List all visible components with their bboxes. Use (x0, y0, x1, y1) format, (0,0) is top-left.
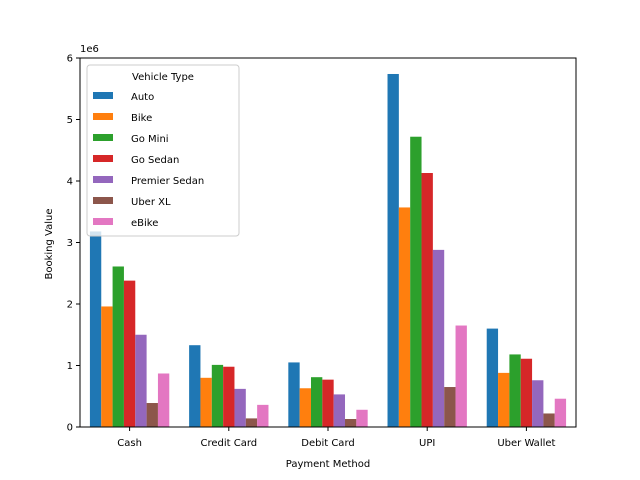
bar-go-sedan-debit-card (322, 379, 334, 427)
plot-area (79, 57, 577, 428)
bar-ebike-upi (455, 325, 467, 427)
y-tick-label: 2 (67, 300, 73, 311)
bar-go-sedan-credit-card (223, 366, 235, 427)
legend-entry: Premier Sedan (131, 176, 204, 187)
bar-go-mini-uber-wallet (509, 354, 521, 427)
legend-entry: Bike (131, 113, 152, 124)
bar-uber-xl-credit-card (245, 418, 258, 427)
bar-auto-upi (387, 73, 399, 428)
legend-entry: Auto (131, 92, 154, 103)
bar-go-sedan-cash (123, 280, 136, 427)
bar-premier-sedan-debit-card (333, 394, 346, 427)
bar-bike-credit-card (200, 377, 212, 427)
x-tick-label: UPI (419, 438, 435, 449)
y-tick-label: 3 (67, 238, 73, 249)
legend-swatch (93, 218, 113, 225)
x-tick-label: Uber Wallet (497, 438, 555, 449)
legend-swatch (93, 92, 113, 99)
legend-swatch (93, 197, 113, 204)
legend-entry: Go Sedan (131, 155, 179, 166)
legend: Vehicle Type Auto Bike Go Mini Go Sedan Prem… (86, 64, 240, 237)
bar-ebike-credit-card (257, 404, 269, 427)
bar-go-mini-cash (112, 266, 124, 427)
y-tick-label: 1 (67, 361, 73, 372)
bar-go-mini-debit-card (310, 377, 323, 427)
legend-title: Vehicle Type (132, 72, 194, 83)
y-tick-label: 4 (67, 177, 73, 188)
bar-bike-upi (398, 207, 411, 427)
y-tick-label: 5 (67, 115, 73, 126)
bar-premier-sedan-upi (432, 249, 445, 427)
bar-go-sedan-upi (421, 173, 433, 427)
bar-auto-debit-card (288, 362, 300, 427)
bar-ebike-uber-wallet (554, 398, 567, 427)
x-tick-label: Cash (117, 438, 142, 449)
bar-premier-sedan-credit-card (234, 388, 246, 427)
bar-bike-debit-card (299, 388, 311, 427)
bar-uber-xl-cash (146, 403, 158, 427)
bar-uber-xl-uber-wallet (543, 413, 555, 427)
legend-swatch (93, 155, 113, 162)
legend-entry: Uber XL (131, 197, 171, 208)
x-tick-label: Debit Card (301, 438, 354, 449)
bar-ebike-cash (157, 373, 170, 427)
y-axis: 0 1 2 3 4 5 6 (67, 54, 80, 434)
legend-swatch (93, 113, 113, 120)
bar-uber-xl-debit-card (345, 419, 357, 427)
bar-auto-uber-wallet (486, 328, 499, 427)
x-axis: Cash Credit Card Debit Card UPI Uber Wallet (117, 427, 556, 449)
bar-go-mini-credit-card (211, 364, 224, 427)
bar-auto-credit-card (189, 345, 201, 427)
y-axis-label: Booking Value (44, 209, 55, 280)
bar-auto-cash (89, 231, 102, 427)
bar-bike-uber-wallet (498, 372, 510, 427)
legend-entry: eBike (131, 218, 158, 229)
bar-go-mini-upi (410, 136, 422, 427)
bar-go-sedan-uber-wallet (520, 358, 533, 427)
legend-entry: Go Mini (131, 134, 169, 145)
legend-swatch (93, 176, 113, 183)
bar-premier-sedan-cash (135, 334, 147, 427)
y-tick-label: 0 (67, 423, 73, 434)
legend-frame (86, 64, 240, 237)
x-tick-label: Credit Card (200, 438, 257, 449)
bar-premier-sedan-uber-wallet (532, 380, 544, 427)
bar-ebike-debit-card (356, 409, 368, 427)
bar-uber-xl-upi (444, 387, 456, 427)
x-axis-label: Payment Method (286, 459, 370, 470)
legend-swatch (93, 134, 113, 141)
y-tick-label: 6 (67, 54, 73, 65)
bar-bike-cash (101, 306, 113, 427)
y-offset-label: 1e6 (80, 44, 99, 55)
